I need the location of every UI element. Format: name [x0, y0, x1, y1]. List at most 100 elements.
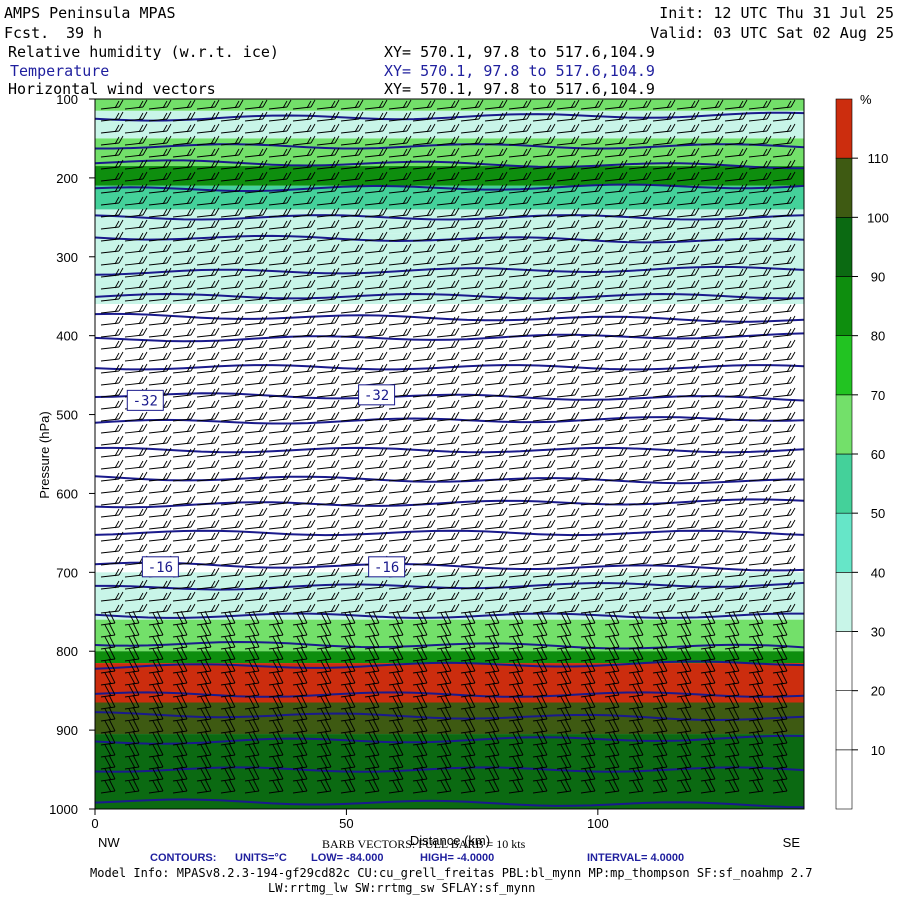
wind-barb — [724, 267, 748, 278]
wind-barb — [508, 634, 524, 650]
wind-barb — [724, 519, 748, 530]
wind-barb — [268, 658, 284, 674]
wind-barb — [412, 411, 436, 422]
wind-barb — [100, 411, 124, 422]
wind-barb — [700, 231, 724, 242]
wind-barb — [196, 694, 212, 710]
wind-barb — [292, 694, 308, 710]
wind-barb — [532, 363, 556, 374]
wind-barb — [652, 742, 668, 758]
wind-barb — [124, 670, 140, 686]
wind-barb — [388, 622, 404, 638]
wind-barb — [436, 634, 452, 650]
wind-barb — [460, 507, 484, 518]
wind-barb — [604, 778, 620, 794]
wind-barb — [748, 351, 772, 362]
wind-barb — [388, 231, 412, 242]
wind-barb — [268, 279, 292, 290]
colorbar-segment — [835, 394, 853, 455]
wind-barb — [676, 291, 700, 302]
wind-barb — [628, 471, 652, 482]
wind-barb — [484, 519, 508, 530]
rh-band — [95, 461, 804, 573]
wind-barb — [268, 531, 292, 542]
wind-barb — [364, 531, 388, 542]
wind-barb — [364, 622, 380, 638]
wind-barb — [676, 447, 700, 458]
wind-barb — [244, 123, 268, 134]
colorbar-unit: % — [860, 92, 872, 107]
wind-barb — [628, 742, 644, 758]
wind-barb — [196, 435, 220, 446]
wind-barb — [316, 279, 340, 290]
wind-barb — [580, 363, 604, 374]
wind-barb — [220, 171, 244, 182]
wind-barb — [388, 718, 404, 734]
wind-barb — [556, 531, 580, 542]
wind-barb — [148, 591, 172, 602]
wind-barb — [652, 670, 668, 686]
wind-barb — [220, 742, 236, 758]
wind-barb — [436, 219, 460, 230]
wind-barb — [196, 447, 220, 458]
wind-barb — [628, 447, 652, 458]
wind-barb — [172, 447, 196, 458]
wind-barb — [388, 171, 412, 182]
wind-barb — [532, 610, 548, 626]
wind-barb — [676, 670, 692, 686]
wind-barb — [412, 579, 436, 590]
wind-barb — [604, 111, 628, 122]
wind-barb — [436, 99, 460, 110]
wind-barb — [532, 231, 556, 242]
wind-barb — [532, 399, 556, 410]
wind-barb — [700, 399, 724, 410]
wind-barb — [364, 159, 388, 170]
colorbar-segment — [835, 276, 853, 336]
wind-barb — [772, 411, 796, 422]
wind-barb — [508, 742, 524, 758]
wind-barb — [772, 123, 796, 134]
wind-barb — [100, 99, 124, 110]
wind-barb — [292, 579, 316, 590]
wind-barb — [748, 754, 764, 770]
wind-barb — [316, 99, 340, 110]
wind-barb — [580, 423, 604, 434]
wind-barb — [724, 231, 748, 242]
wind-barb — [460, 778, 476, 794]
wind-barb — [268, 351, 292, 362]
wind-barb — [100, 291, 124, 302]
wind-barb — [148, 303, 172, 314]
wind-barb — [724, 423, 748, 434]
wind-barb — [196, 646, 212, 662]
wind-barb — [340, 231, 364, 242]
wind-barb — [316, 519, 340, 530]
wind-barb — [652, 754, 668, 770]
wind-barb — [388, 399, 412, 410]
wind-barb — [292, 99, 316, 110]
wind-barb — [484, 495, 508, 506]
wind-barb — [100, 267, 124, 278]
wind-barb — [148, 670, 164, 686]
wind-barb — [724, 351, 748, 362]
wind-barb — [220, 543, 244, 554]
wind-barb — [556, 279, 580, 290]
wind-barb — [364, 646, 380, 662]
wind-barb — [508, 610, 524, 626]
wind-barb — [124, 159, 148, 170]
wind-barb — [556, 658, 572, 674]
wind-barb — [628, 531, 652, 542]
wind-barb — [724, 363, 748, 374]
colorbar-segment — [835, 335, 853, 396]
wind-barb — [556, 207, 580, 218]
wind-barb — [244, 634, 260, 650]
wind-barb — [724, 171, 748, 182]
wind-barb — [364, 315, 388, 326]
wind-barb — [124, 327, 148, 338]
wind-barb — [460, 730, 476, 746]
wind-barb — [172, 327, 196, 338]
wind-barb — [772, 718, 788, 734]
wind-barb — [316, 766, 332, 782]
wind-barb — [436, 694, 452, 710]
